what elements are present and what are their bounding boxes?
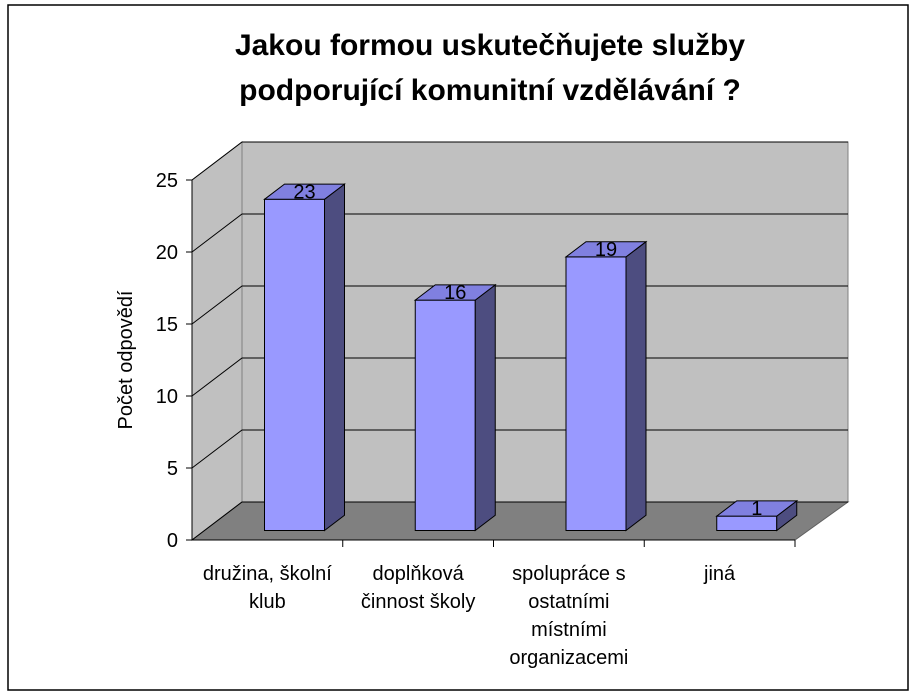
x-tick-label: družina, školní klub: [203, 563, 332, 613]
bar-top: [715, 500, 799, 517]
bar-side: [474, 283, 496, 532]
data-label: 23: [293, 181, 315, 203]
x-tick-label: jiná: [703, 563, 736, 585]
x-tick-label: doplňková činnost školy: [361, 563, 476, 613]
y-tick-label: 25: [156, 170, 178, 192]
bar-side: [324, 183, 345, 532]
grid-line: [191, 141, 848, 181]
bar-front: [716, 515, 778, 531]
bar-top: [564, 241, 648, 258]
bar: [413, 283, 497, 532]
x-tick-label: spolupráce s ostatními místními organizacem…: [509, 563, 628, 669]
bar-front: [565, 256, 627, 531]
bar-front: [414, 299, 476, 531]
side-wall: [191, 140, 243, 542]
y-axis-label: Počet odpovědí: [115, 290, 137, 429]
bar-top: [413, 284, 497, 301]
bar: [263, 183, 346, 532]
y-tick-label: 10: [156, 386, 178, 408]
chart-title: Jakou formou uskutečňujete služby podporu…: [235, 29, 745, 107]
bar-top: [263, 183, 346, 200]
data-label: 19: [595, 239, 617, 261]
y-tick-label: 5: [167, 458, 178, 480]
y-tick-label: 15: [156, 314, 178, 336]
y-tick-label: 0: [167, 530, 178, 552]
bar-front: [264, 198, 325, 531]
bar: [564, 240, 648, 532]
bar-side: [625, 240, 647, 532]
y-tick-label: 20: [156, 242, 178, 264]
data-label: 1: [751, 498, 762, 520]
bar: [715, 499, 799, 532]
grid-line: [191, 213, 848, 253]
data-label: 16: [444, 282, 466, 304]
